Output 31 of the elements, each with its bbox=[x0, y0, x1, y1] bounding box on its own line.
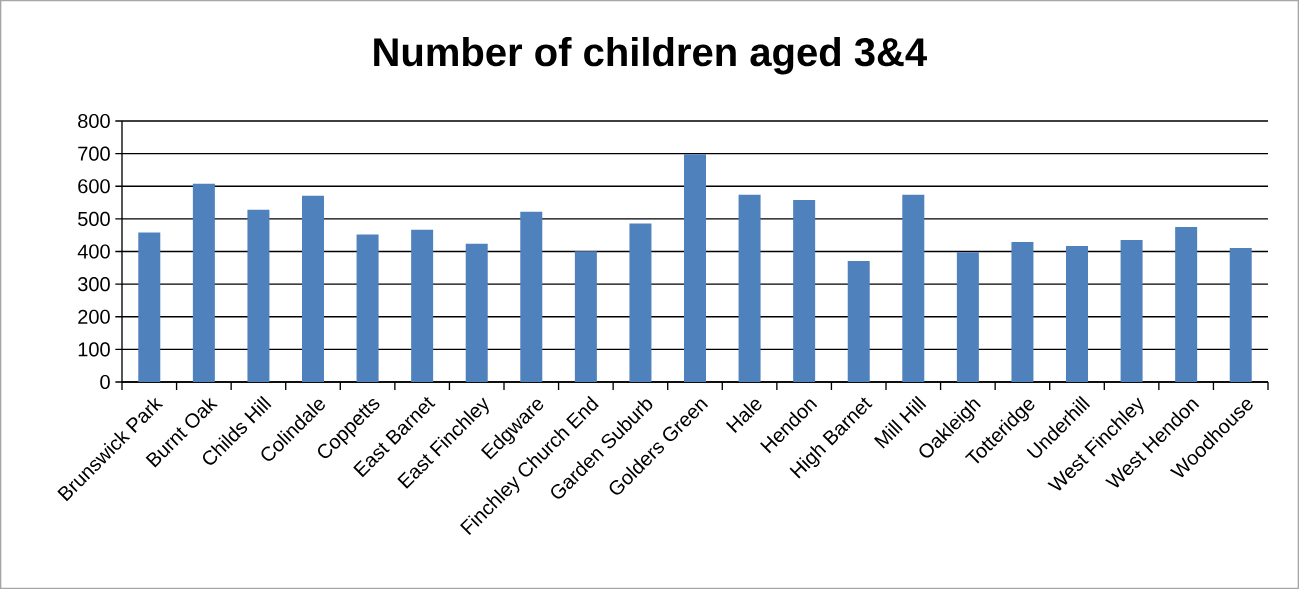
bar bbox=[956, 252, 979, 382]
y-tick-label: 700 bbox=[78, 146, 110, 161]
bar bbox=[192, 183, 215, 382]
bar bbox=[1175, 227, 1198, 382]
bar bbox=[684, 154, 707, 382]
bar bbox=[847, 260, 870, 382]
bar bbox=[1120, 240, 1143, 382]
bar bbox=[302, 195, 324, 382]
y-tick-label: 400 bbox=[77, 244, 110, 259]
bar bbox=[1011, 242, 1034, 382]
bar bbox=[465, 243, 488, 382]
y-tick-label: 100 bbox=[78, 342, 110, 357]
y-tick-label: 600 bbox=[78, 179, 110, 194]
y-tick-label: 300 bbox=[78, 277, 110, 292]
y-tick-label: 0 bbox=[100, 374, 110, 390]
bar bbox=[411, 229, 434, 382]
bar bbox=[520, 211, 543, 382]
bar bbox=[902, 194, 925, 382]
bar bbox=[1066, 245, 1089, 382]
bar bbox=[574, 251, 597, 382]
y-tick-label: 800 bbox=[78, 113, 110, 129]
y-tick-label: 500 bbox=[78, 211, 110, 226]
bar bbox=[1229, 247, 1252, 382]
bar bbox=[138, 232, 161, 382]
bar bbox=[247, 209, 270, 382]
chart-title: Number of children aged 3&4 bbox=[374, 36, 927, 75]
bar bbox=[629, 223, 652, 382]
bar bbox=[738, 194, 761, 382]
bar bbox=[356, 234, 379, 382]
bar bbox=[793, 199, 816, 382]
y-tick-label: 200 bbox=[78, 309, 110, 324]
